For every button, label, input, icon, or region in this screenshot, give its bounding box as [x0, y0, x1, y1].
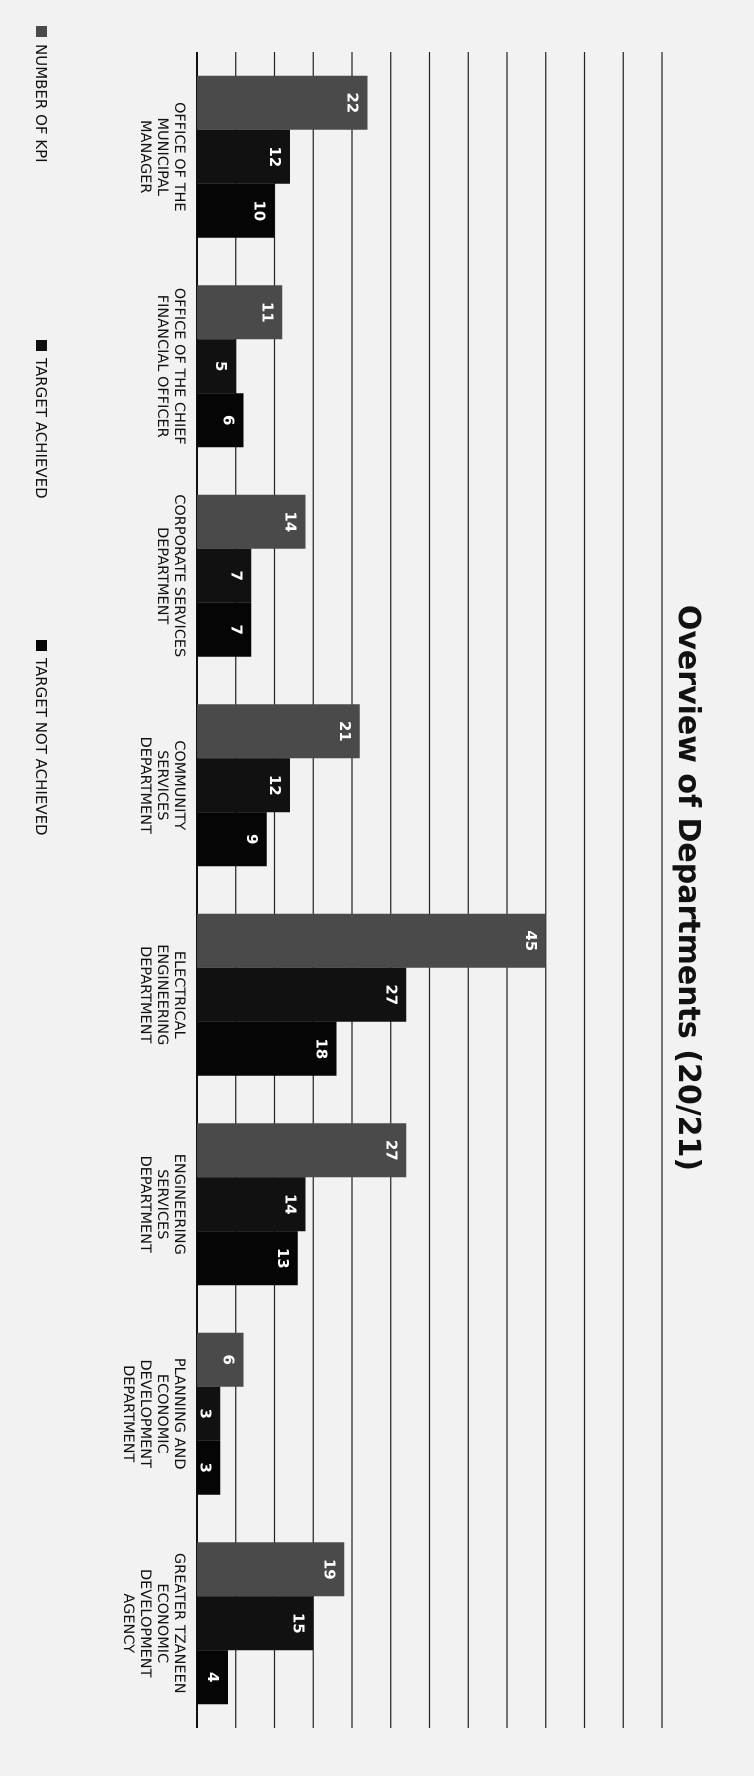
category-label: AGENCY: [120, 1593, 136, 1653]
data-labels: 22 12 10 11 5 6 14 7 7 21 12 9 45 27 18 27 14 13 6 3 3 19 15 4: [196, 92, 540, 1682]
bars: [197, 75, 546, 1705]
category-label: DEPARTMENT: [154, 527, 170, 624]
data-label: 9: [243, 834, 261, 844]
category-label: OFFICE OF THE CHIEF: [171, 288, 187, 445]
bar: [197, 1332, 244, 1387]
category-label: DEVELOPMENT: [137, 1359, 153, 1468]
category-label: DEPARTMENT: [137, 1156, 153, 1253]
legend-label: TARGET ACHIEVED: [32, 357, 50, 499]
category-label: SERVICES: [154, 1169, 170, 1239]
bar: [197, 339, 236, 394]
category-label: ENGINEERING: [154, 944, 170, 1045]
data-label: 7: [227, 571, 245, 581]
data-label: 14: [282, 1194, 300, 1215]
data-label: 7: [227, 625, 245, 635]
bar: [197, 1177, 306, 1232]
bar: [197, 812, 267, 867]
data-label: 21: [336, 721, 354, 742]
bar: [197, 967, 407, 1022]
data-label: 19: [320, 1559, 338, 1580]
legend-swatch: [36, 640, 47, 651]
bar: [197, 393, 244, 448]
category-label: DEPARTMENT: [120, 1365, 136, 1462]
bar: [197, 494, 306, 549]
category-label: GREATER TZANEEN: [171, 1553, 187, 1694]
category-label: DEPARTMENT: [137, 737, 153, 834]
category-label: ENGINEERING: [171, 1154, 187, 1255]
bar: [197, 1231, 298, 1286]
data-label: 5: [212, 361, 230, 371]
bar: [197, 1021, 337, 1076]
rotated-plot: 22 12 10 11 5 6 14 7 7 21 12 9 45 27 18 27 14 13 6 3 3 19 15 4 O…: [32, 26, 706, 1728]
bar: [197, 548, 252, 603]
category-label: COMMUNITY: [171, 740, 187, 830]
data-label: 27: [382, 1140, 400, 1161]
data-label: 22: [344, 92, 362, 113]
chart-title: Overview of Departments (20/21): [671, 605, 706, 1171]
legend-swatch: [36, 340, 47, 351]
category-label: DEPARTMENT: [137, 946, 153, 1043]
legend-label: NUMBER OF KPI: [32, 44, 50, 163]
bar: [197, 704, 360, 759]
category-label: SERVICES: [154, 750, 170, 820]
data-label: 18: [313, 1038, 331, 1059]
legend-swatch: [36, 26, 47, 37]
data-label: 6: [220, 1355, 238, 1365]
bar: [197, 1596, 314, 1651]
category-label: PLANNING AND: [171, 1358, 187, 1470]
data-label: 3: [196, 1463, 214, 1473]
bar: [197, 758, 290, 813]
data-label: 15: [289, 1613, 307, 1634]
category-label: FINANCIAL OFFICER: [154, 295, 170, 438]
bar: [197, 1123, 407, 1178]
bar: [197, 285, 283, 340]
data-label: 3: [196, 1409, 214, 1419]
bar: [197, 1440, 221, 1495]
data-label: 13: [274, 1248, 292, 1269]
data-label: 12: [266, 146, 284, 167]
data-label: 6: [220, 415, 238, 425]
category-label: DEVELOPMENT: [137, 1569, 153, 1678]
bar: [197, 1542, 345, 1597]
bar: [197, 129, 290, 184]
bar: [197, 1650, 228, 1705]
data-label: 45: [522, 930, 540, 951]
data-label: 4: [204, 1672, 222, 1682]
bar: [197, 1386, 221, 1441]
bar: [197, 602, 252, 657]
legend-label: TARGET NOT ACHIEVED: [32, 657, 50, 836]
data-label: 11: [258, 302, 276, 323]
data-label: 14: [282, 511, 300, 532]
bar: [197, 75, 368, 130]
bar: [197, 183, 275, 238]
category-label: MUNICIPAL: [154, 118, 170, 196]
legend: NUMBER OF KPI TARGET ACHIEVED TARGET NOT A…: [32, 26, 50, 836]
gridlines: [235, 52, 663, 1728]
category-label: ECONOMIC: [154, 1583, 170, 1663]
data-label: 12: [266, 775, 284, 796]
category-label: MANAGER: [137, 120, 153, 193]
category-label: ELECTRICAL: [171, 951, 187, 1039]
category-label: CORPORATE SERVICES: [171, 494, 187, 657]
category-label: ECONOMIC: [154, 1374, 170, 1454]
data-label: 27: [382, 984, 400, 1005]
data-label: 10: [251, 200, 269, 221]
category-label: OFFICE OF THE: [171, 102, 187, 212]
bar: [197, 913, 546, 968]
